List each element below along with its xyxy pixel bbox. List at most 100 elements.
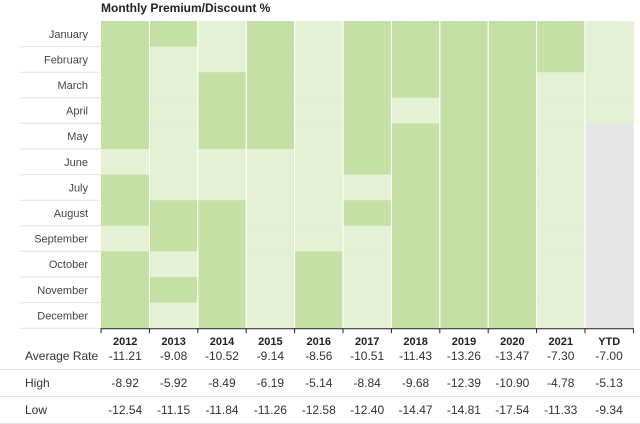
- heatmap-cell-2021-August: [536, 200, 586, 227]
- month-label-september: September: [34, 234, 88, 246]
- heatmap-cell-2017-October: [343, 251, 392, 278]
- heatmap-cell-2015-April: [246, 97, 296, 124]
- heatmap-cell-2014-September: [197, 225, 247, 252]
- heatmap-cell-2016-August: [294, 200, 344, 227]
- heatmap-cell-2015-June: [246, 149, 296, 176]
- heatmap-cell-2014-November: [197, 277, 247, 304]
- heatmap-cell-2020-December: [488, 302, 538, 329]
- heatmap-cell-2021-March: [536, 72, 586, 99]
- heatmap-cell-2020-July: [488, 174, 538, 201]
- stats-value-2014: -8.49: [208, 376, 236, 390]
- heatmap-cell-2012-March: [101, 72, 150, 99]
- heatmap-cell-2019-May: [439, 123, 489, 150]
- heatmap-cell-2014-December: [197, 302, 247, 329]
- month-label-october: October: [49, 259, 88, 271]
- year-label-2016: 2016: [307, 336, 331, 345]
- heatmap-cell-2016-December: [294, 302, 344, 329]
- month-label-july: July: [68, 182, 88, 194]
- heatmap-cell-2019-November: [439, 277, 489, 304]
- stats-value-2015: -9.14: [256, 349, 285, 363]
- stats-value-2018: -9.68: [401, 376, 430, 390]
- stats-row-label: High: [25, 376, 50, 390]
- heatmap-cell-YTD-July: [585, 174, 634, 201]
- heatmap-cell-2017-April: [343, 97, 392, 124]
- heatmap-cell-2019-June: [439, 149, 489, 176]
- stats-value-2018: -11.43: [398, 349, 433, 363]
- heatmap-cell-2017-December: [343, 302, 392, 329]
- stats-value-2012: -8.92: [111, 376, 139, 390]
- heatmap-cell-2019-April: [439, 97, 489, 124]
- heatmap-cell-2021-November: [536, 277, 586, 304]
- month-label-march: March: [57, 80, 88, 92]
- heatmap-cell-2020-March: [488, 72, 538, 99]
- year-label-2015: 2015: [258, 336, 282, 345]
- heatmap-cell-2014-April: [197, 97, 247, 124]
- stats-value-2019: -12.39: [446, 376, 481, 390]
- heatmap-cell-2016-February: [294, 46, 344, 73]
- stats-value-2014: -11.84: [205, 403, 239, 417]
- stats-row-low: Low -12.54 -11.15 -11.84 -11.26 -12.58 -12.40-…: [0, 397, 640, 424]
- heatmap-cell-2021-May: [536, 123, 586, 150]
- year-label-2014: 2014: [210, 336, 235, 345]
- heatmap-cell-2018-November: [391, 277, 441, 304]
- heatmap-cell-2013-September: [149, 225, 199, 252]
- heatmap-cell-YTD-November: [585, 277, 634, 304]
- heatmap-cell-2020-May: [488, 123, 538, 150]
- heatmap-cell-2020-October: [488, 251, 538, 278]
- stats-table: Average Rate -11.21 -9.08 -10.52 -9.14 -8.56 -…: [0, 343, 640, 424]
- stats-row-average-rate: Average Rate -11.21 -9.08 -10.52 -9.14 -8.56 -…: [0, 343, 640, 370]
- stats-value-2012: -12.54: [108, 403, 143, 417]
- month-label-february: February: [44, 54, 89, 66]
- heatmap-cell-2020-August: [488, 200, 538, 227]
- heatmap-cell-2019-December: [439, 302, 489, 329]
- heatmap-cell-2012-July: [101, 174, 150, 201]
- heatmap-cell-2017-June: [343, 149, 392, 176]
- heatmap-cell-2012-June: [101, 149, 150, 176]
- heatmap-cell-2016-September: [294, 225, 344, 252]
- heatmap-cell-2014-June: [197, 149, 247, 176]
- stats-value-2020: -10.90: [495, 376, 530, 390]
- stats-value-2019: -14.81: [446, 403, 481, 417]
- heatmap-cell-2018-October: [391, 251, 441, 278]
- heatmap-cell-YTD-December: [585, 302, 634, 329]
- heatmap-cell-2020-November: [488, 277, 538, 304]
- heatmap-cell-2015-November: [246, 277, 296, 304]
- heatmap-cell-2019-September: [439, 225, 489, 252]
- heatmap-cell-2021-September: [536, 225, 586, 252]
- heatmap-cell-2014-October: [197, 251, 247, 278]
- heatmap-cell-2016-January: [294, 21, 344, 48]
- heatmap-cell-2018-July: [391, 174, 441, 201]
- stats-row-high: High -8.92 -5.92 -8.49 -6.19 -5.14 -8.84 -9.68 -…: [0, 370, 640, 397]
- stats-row-padding: [633, 397, 640, 424]
- heatmap-cell-2013-July: [149, 174, 199, 201]
- heatmap-cell-2013-June: [149, 149, 199, 176]
- heatmap-cell-2017-July: [343, 174, 392, 201]
- heatmap-cell-2015-August: [246, 200, 296, 227]
- heatmap-cell-2017-August: [343, 200, 392, 227]
- stats-value-2016: -12.58: [301, 403, 336, 417]
- heatmap-cell-2018-June: [391, 149, 441, 176]
- heatmap-cell-2012-April: [101, 97, 150, 124]
- stats-value-2013: -11.15: [157, 403, 191, 417]
- heatmap-cell-2015-February: [246, 46, 296, 73]
- stats-value-2021: -4.78: [547, 376, 575, 390]
- heatmap-cell-2018-December: [391, 302, 441, 329]
- heatmap-cell-2018-August: [391, 200, 441, 227]
- stats-value-ytd: -9.34: [595, 403, 623, 417]
- stats-row-padding: [633, 370, 640, 397]
- stats-value-2017: -10.51: [350, 349, 385, 363]
- heatmap-cell-2014-May: [197, 123, 247, 150]
- year-label-ytd: YTD: [598, 336, 620, 345]
- heatmap-cell-2020-February: [488, 46, 538, 73]
- chart-title: Monthly Premium/Discount %: [101, 1, 271, 15]
- stats-value-2014: -10.52: [204, 349, 239, 363]
- heatmap-cell-2021-January: [536, 21, 586, 48]
- heatmap-cell-2021-October: [536, 251, 586, 278]
- heatmap-cell-2012-February: [101, 46, 150, 73]
- stats-row-padding: [633, 343, 640, 370]
- month-label-november: November: [37, 285, 88, 297]
- month-label-april: April: [66, 106, 88, 118]
- heatmap-cell-2018-April: [391, 97, 441, 124]
- heatmap-cell-YTD-April: [585, 97, 634, 124]
- heatmap-cell-2017-September: [343, 225, 392, 252]
